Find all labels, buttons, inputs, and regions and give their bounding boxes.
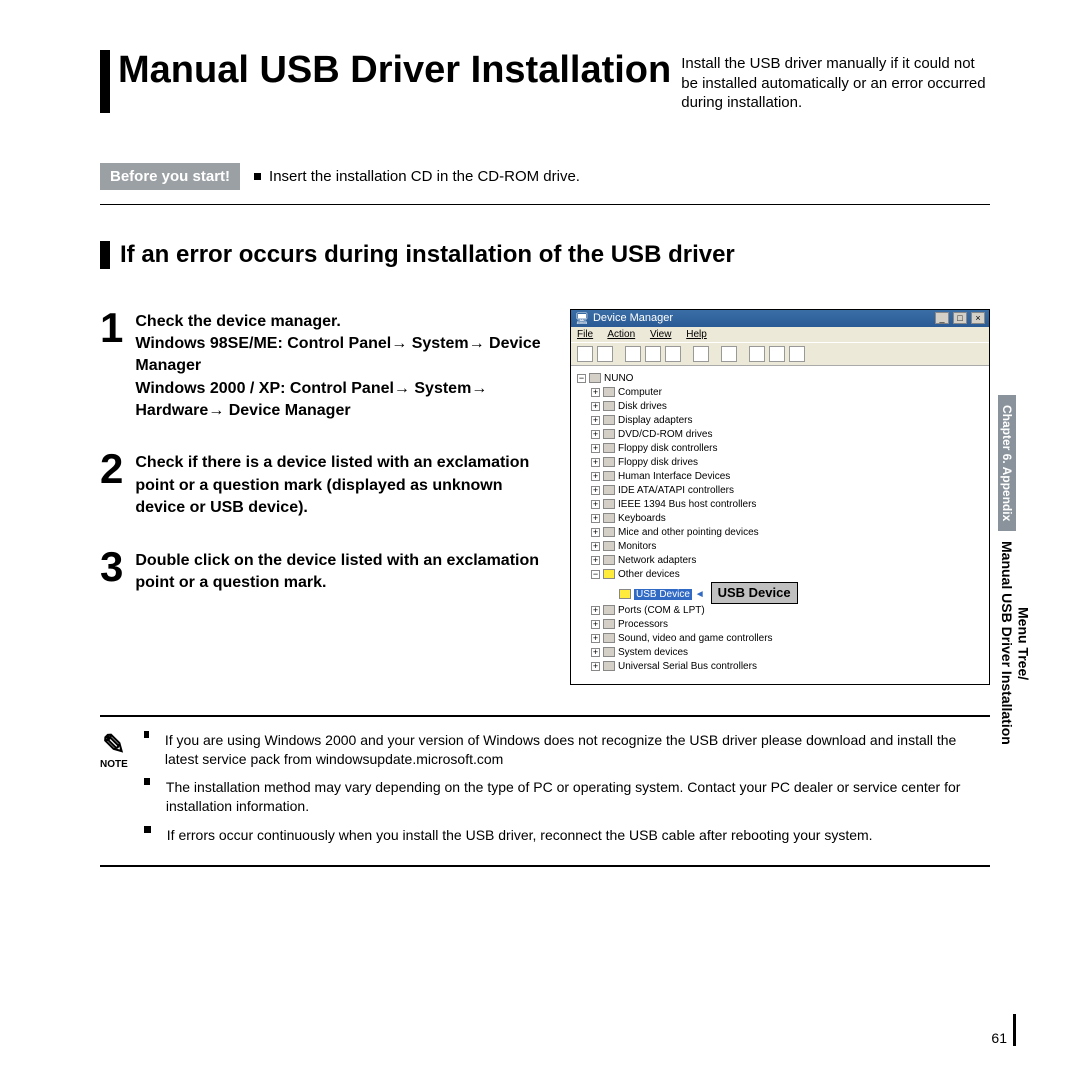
menu-view[interactable]: View bbox=[650, 329, 672, 340]
toolbar-icon[interactable] bbox=[645, 346, 661, 362]
minimize-button[interactable]: _ bbox=[935, 312, 949, 324]
note-item: The installation method may vary dependi… bbox=[144, 778, 990, 816]
before-text-value: Insert the installation CD in the CD-ROM… bbox=[269, 168, 580, 185]
divider bbox=[100, 865, 990, 867]
close-button[interactable]: × bbox=[971, 312, 985, 324]
before-you-start: Before you start! Insert the installatio… bbox=[100, 163, 990, 190]
title-block: Manual USB Driver Installation Install t… bbox=[100, 50, 990, 113]
menu-help[interactable]: Help bbox=[686, 329, 707, 340]
tree-item-usb-device[interactable]: USB Device ◄USB Device bbox=[577, 582, 983, 604]
steps-row: 1 Check the device manager. Windows 98SE… bbox=[100, 309, 990, 685]
step-number: 1 bbox=[100, 309, 123, 423]
tree-item[interactable]: +Ports (COM & LPT) bbox=[577, 604, 983, 618]
bullet-icon bbox=[144, 778, 150, 785]
tree-item[interactable]: +Keyboards bbox=[577, 512, 983, 526]
step-1: 1 Check the device manager. Windows 98SE… bbox=[100, 309, 552, 423]
tree-item[interactable]: +System devices bbox=[577, 646, 983, 660]
step-body: Double click on the device listed with a… bbox=[135, 548, 552, 595]
toolbar-icon[interactable] bbox=[693, 346, 709, 362]
tree-item[interactable]: +Mice and other pointing devices bbox=[577, 526, 983, 540]
menu-file[interactable]: File bbox=[577, 329, 593, 340]
before-text: Insert the installation CD in the CD-ROM… bbox=[254, 168, 580, 185]
tree-root[interactable]: −NUNO bbox=[577, 372, 983, 386]
chapter-label: Chapter 6. Appendix bbox=[998, 395, 1016, 531]
tree-item-other[interactable]: −Other devices bbox=[577, 568, 983, 582]
tree-item[interactable]: +DVD/CD-ROM drives bbox=[577, 428, 983, 442]
device-tree[interactable]: −NUNO +Computer +Disk drives +Display ad… bbox=[571, 366, 989, 684]
usb-device-callout: USB Device bbox=[711, 582, 798, 604]
divider bbox=[100, 715, 990, 717]
maximize-button[interactable]: □ bbox=[953, 312, 967, 324]
step-body: Check the device manager. Windows 98SE/M… bbox=[135, 309, 552, 423]
tree-item[interactable]: +Disk drives bbox=[577, 400, 983, 414]
section-heading: If an error occurs during installation o… bbox=[100, 241, 990, 269]
tree-item[interactable]: +Universal Serial Bus controllers bbox=[577, 660, 983, 674]
tree-item[interactable]: +Processors bbox=[577, 618, 983, 632]
step-body: Check if there is a device listed with a… bbox=[135, 450, 552, 519]
divider bbox=[100, 204, 990, 205]
toolbar-icon[interactable] bbox=[789, 346, 805, 362]
sidebar: Chapter 6. Appendix Menu Tree/ Manual US… bbox=[998, 395, 1020, 745]
tree-item[interactable]: +IDE ATA/ATAPI controllers bbox=[577, 484, 983, 498]
toolbar-icon[interactable] bbox=[597, 346, 613, 362]
page-subtitle: Install the USB driver manually if it co… bbox=[681, 50, 990, 113]
toolbar-icon[interactable] bbox=[749, 346, 765, 362]
toolbar-icon[interactable] bbox=[721, 346, 737, 362]
menu-bar[interactable]: File Action View Help bbox=[571, 327, 989, 342]
step-2: 2 Check if there is a device listed with… bbox=[100, 450, 552, 519]
menu-action[interactable]: Action bbox=[607, 329, 635, 340]
bullet-icon bbox=[254, 173, 261, 180]
toolbar-icon[interactable] bbox=[577, 346, 593, 362]
tree-item[interactable]: +Floppy disk controllers bbox=[577, 442, 983, 456]
page-title: Manual USB Driver Installation bbox=[118, 50, 671, 92]
note-icon: ✎ NOTE bbox=[100, 731, 128, 855]
page-number: 61 bbox=[991, 1014, 1016, 1046]
tree-item[interactable]: +Display adapters bbox=[577, 414, 983, 428]
toolbar-icon[interactable] bbox=[625, 346, 641, 362]
note-list: If you are using Windows 2000 and your v… bbox=[144, 731, 990, 855]
bullet-icon bbox=[144, 731, 149, 738]
section-label: Menu Tree/ Manual USB Driver Installatio… bbox=[998, 541, 1032, 745]
toolbar-icon[interactable] bbox=[665, 346, 681, 362]
app-icon: 🖥 bbox=[575, 312, 589, 325]
note-item: If you are using Windows 2000 and your v… bbox=[144, 731, 990, 769]
window-title: Device Manager bbox=[593, 312, 673, 324]
step-3: 3 Double click on the device listed with… bbox=[100, 548, 552, 595]
tree-item[interactable]: +IEEE 1394 Bus host controllers bbox=[577, 498, 983, 512]
before-label: Before you start! bbox=[100, 163, 240, 190]
step-number: 2 bbox=[100, 450, 123, 519]
window-titlebar: 🖥 Device Manager _ □ × bbox=[571, 310, 989, 327]
tree-item[interactable]: +Human Interface Devices bbox=[577, 470, 983, 484]
device-manager-window: 🖥 Device Manager _ □ × File Action View … bbox=[570, 309, 990, 685]
steps-column: 1 Check the device manager. Windows 98SE… bbox=[100, 309, 552, 685]
tree-item[interactable]: +Monitors bbox=[577, 540, 983, 554]
tree-item[interactable]: +Computer bbox=[577, 386, 983, 400]
tree-item[interactable]: +Sound, video and game controllers bbox=[577, 632, 983, 646]
note-item: If errors occur continuously when you in… bbox=[144, 826, 990, 845]
tree-item[interactable]: +Network adapters bbox=[577, 554, 983, 568]
toolbar-icon[interactable] bbox=[769, 346, 785, 362]
bullet-icon bbox=[144, 826, 151, 833]
toolbar bbox=[571, 342, 989, 366]
note-block: ✎ NOTE If you are using Windows 2000 and… bbox=[100, 725, 990, 861]
step-number: 3 bbox=[100, 548, 123, 595]
tree-item[interactable]: +Floppy disk drives bbox=[577, 456, 983, 470]
